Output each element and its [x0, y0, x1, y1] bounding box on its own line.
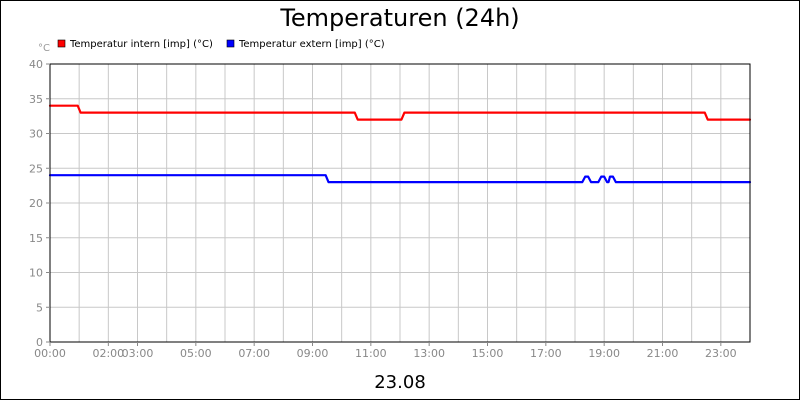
x-tick-label: 05:00: [180, 347, 212, 360]
y-tick-label: 35: [29, 93, 43, 106]
legend: Temperatur intern [imp] (°C) Temperatur e…: [57, 39, 385, 50]
chart-title: Temperaturen (24h): [279, 4, 519, 32]
y-tick-label: 25: [29, 162, 43, 175]
x-tick-label: 11:00: [355, 347, 387, 360]
legend-label-1: Temperatur extern [imp] (°C): [238, 39, 385, 50]
x-tick-label: 09:00: [297, 347, 329, 360]
y-tick-label: 15: [29, 232, 43, 245]
legend-label-0: Temperatur intern [imp] (°C): [69, 39, 213, 50]
x-axis-date-label: 23.08: [374, 372, 426, 393]
grid: [49, 63, 751, 343]
y-tick-label: 30: [29, 128, 43, 141]
series-line-1: [48, 174, 752, 184]
x-tick-label: 21:00: [647, 347, 679, 360]
x-tick-label: 00:00: [34, 347, 66, 360]
x-tick-label: 07:00: [238, 347, 270, 360]
legend-swatch-0: [57, 39, 66, 48]
y-tick-label: 0: [36, 336, 43, 349]
series-layer: [48, 104, 752, 184]
series-line-0: [48, 104, 752, 121]
x-tick-label: 17:00: [530, 347, 562, 360]
x-tick-label: 23:00: [705, 347, 737, 360]
x-tick-label: 19:00: [588, 347, 620, 360]
x-tick-label: 03:00: [122, 347, 154, 360]
y-axis-unit: °C: [38, 43, 50, 54]
y-tick-label: 40: [29, 58, 43, 71]
y-tick-label: 10: [29, 267, 43, 280]
x-tick-label: 15:00: [472, 347, 504, 360]
x-tick-label: 02:00: [92, 347, 124, 360]
legend-swatch-1: [226, 39, 235, 48]
y-tick-label: 20: [29, 197, 43, 210]
y-tick-label: 5: [36, 301, 43, 314]
x-tick-label: 13:00: [413, 347, 445, 360]
y-axis-ticks: 0 5 10 15 20 25 30 35 40: [29, 58, 50, 349]
